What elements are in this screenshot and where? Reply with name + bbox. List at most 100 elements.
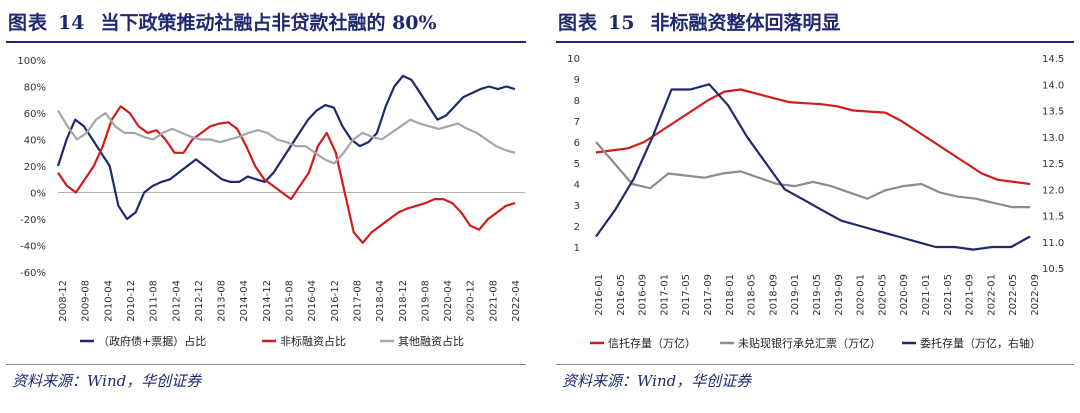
y-tick-label: 100%: [17, 56, 46, 67]
left-source: 资料来源：Wind，华创证券: [12, 372, 202, 390]
x-tick-label: 2019-08: [420, 280, 431, 322]
x-tick-label: 2019-05: [812, 274, 823, 316]
right-chart-title: 图表 15 非标融资整体回落明显: [558, 8, 840, 38]
y-tick-label: 1: [574, 243, 580, 254]
right-title-rule: [556, 41, 1074, 43]
x-tick-label: 2019-09: [834, 274, 845, 316]
x-tick-label: 2022-04: [511, 280, 522, 322]
x-tick-label: 2016-05: [616, 274, 627, 316]
x-tick-label: 2021-08: [488, 280, 499, 322]
x-tick-label: 2016-12: [330, 280, 341, 322]
series-line-2: [595, 141, 1030, 209]
y-tick-label: 0%: [30, 189, 46, 200]
legend-label: 信托存量（万亿）: [608, 336, 696, 350]
legend-label: 未贴现银行承兑汇票（万亿）: [738, 336, 881, 350]
x-tick-label: 2022-05: [1008, 274, 1019, 316]
x-tick-label: 2016-04: [307, 280, 318, 322]
series-line-1: [56, 74, 516, 221]
x-tick-label: 2012-04: [171, 280, 182, 322]
x-tick-label: 2017-09: [703, 274, 714, 316]
y-tick-label: 10: [567, 54, 580, 65]
x-tick-label: 2021-01: [921, 274, 932, 316]
left-chart-panel: 图表 14 当下政策推动社融占非贷款社融的 80% 100% 80% 60% 40% 20%…: [0, 0, 532, 413]
x-tick-label: 2017-01: [659, 274, 670, 316]
x-tick-label: 2017-08: [352, 280, 363, 322]
x-tick-label: 2020-04: [443, 280, 454, 322]
series-line-1: [595, 88, 1031, 186]
legend-label: 非标融资占比: [280, 334, 346, 348]
y2-tick-label: 14.0: [1042, 80, 1064, 91]
right-fig-label: 图表: [558, 12, 599, 34]
y2-tick-label: 13.5: [1042, 107, 1064, 118]
x-tick-label: 2014-04: [239, 280, 250, 322]
left-chart-title: 图表 14 当下政策推动社融占非贷款社融的 80%: [8, 8, 437, 38]
series-line-2: [57, 105, 516, 244]
x-tick-label: 2020-01: [856, 274, 867, 316]
right-chart-panel: 图表 15 非标融资整体回落明显 10 9 8 7 6 5 4 3 2 1 14.5 14.0 13.5 13…: [550, 0, 1080, 413]
right-title-text: 非标融资整体回落明显: [650, 12, 841, 34]
x-tick-label: 2014-12: [262, 280, 273, 322]
y-tick-label: 20%: [24, 162, 46, 173]
legend-label: 委托存量（万亿，右轴）: [920, 336, 1041, 350]
x-tick-label: 2017-05: [681, 274, 692, 316]
y-tick-label: 9: [574, 75, 580, 86]
y-tick-label: 3: [574, 201, 580, 212]
legend-label: （政府债+票据）占比: [98, 334, 206, 348]
x-tick-label: 2015-08: [285, 280, 296, 322]
y-tick-label: -20%: [20, 215, 46, 226]
x-tick-label: 2012-12: [194, 280, 205, 322]
x-tick-label: 2022-01: [986, 274, 997, 316]
x-tick-label: 2021-09: [965, 274, 976, 316]
y-tick-label: 7: [574, 117, 580, 128]
right-line-chart: 10 9 8 7 6 5 4 3 2 1 14.5 14.0 13.5 13.0 12.5 12.0 11.5 1…: [567, 54, 1064, 350]
y2-tick-label: 13.0: [1042, 133, 1064, 144]
x-tick-label: 2020-09: [899, 274, 910, 316]
right-fig-number: 15: [608, 12, 635, 34]
x-tick-label: 2018-01: [725, 274, 736, 316]
y2-tick-label: 11.0: [1042, 238, 1064, 249]
x-tick-label: 2013-08: [217, 280, 228, 322]
y-tick-label: 40%: [24, 136, 46, 147]
left-line-chart: 100% 80% 60% 40% 20% 0% -20% -40% -60% 2008-12 200…: [17, 56, 525, 348]
y2-tick-label: 14.5: [1042, 54, 1064, 65]
right-bottom-rule: [556, 364, 1074, 365]
x-tick-label: 2019-01: [790, 274, 801, 316]
x-tick-label: 2010-04: [103, 280, 114, 322]
left-bottom-rule: [6, 364, 526, 365]
left-fig-label: 图表: [8, 12, 49, 34]
x-tick-label: 2022-09: [1030, 274, 1041, 316]
x-tick-label: 2018-04: [375, 280, 386, 322]
x-tick-label: 2020-05: [877, 274, 888, 316]
y-tick-label: 80%: [24, 83, 46, 94]
y-tick-label: -40%: [20, 242, 46, 253]
x-tick-label: 2009-08: [81, 280, 92, 322]
y-tick-label: 60%: [24, 109, 46, 120]
y-tick-label: 5: [574, 159, 580, 170]
y-tick-label: 6: [574, 138, 580, 149]
y-tick-label: 2: [574, 222, 580, 233]
x-tick-label: 2018-05: [747, 274, 758, 316]
x-tick-label: 2011-08: [149, 280, 160, 322]
y-tick-label: -60%: [20, 268, 46, 279]
left-title-rule: [6, 41, 526, 43]
x-tick-label: 2018-09: [768, 274, 779, 316]
left-fig-number: 14: [58, 12, 85, 34]
y2-tick-label: 12.5: [1042, 159, 1064, 170]
y-tick-label: 4: [574, 180, 580, 191]
y2-tick-label: 11.5: [1042, 212, 1064, 223]
x-tick-label: 2020-12: [466, 280, 477, 322]
series-line-3: [57, 109, 516, 165]
x-tick-label: 2021-05: [943, 274, 954, 316]
legend-label: 其他融资占比: [398, 334, 464, 348]
x-tick-label: 2018-12: [398, 280, 409, 322]
y2-tick-label: 12.0: [1042, 185, 1064, 196]
x-tick-label: 2010-12: [126, 280, 137, 322]
left-title-text: 当下政策推动社融占非贷款社融的 80%: [100, 12, 437, 34]
right-source: 资料来源：Wind，华创证券: [562, 372, 752, 390]
x-tick-label: 2008-12: [58, 280, 69, 322]
series-line-3: [595, 83, 1031, 251]
x-tick-label: 2016-01: [594, 274, 605, 316]
y2-tick-label: 10.5: [1042, 264, 1064, 275]
y-tick-label: 8: [574, 96, 580, 107]
x-tick-label: 2016-09: [638, 274, 649, 316]
